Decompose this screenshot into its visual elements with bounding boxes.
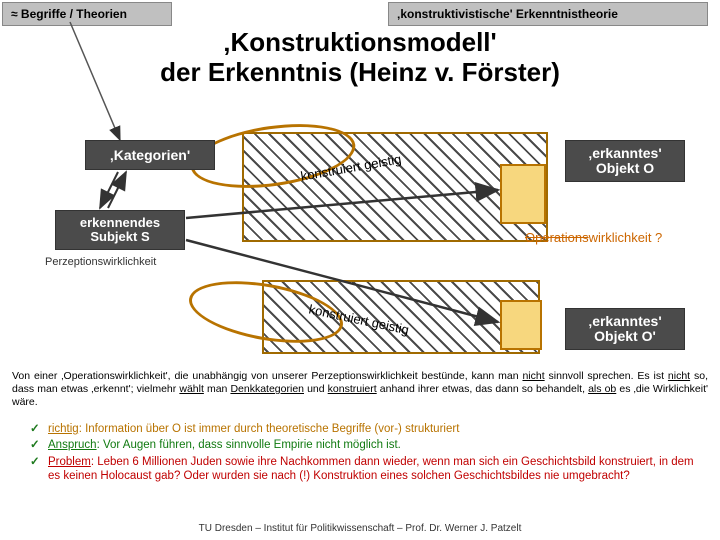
b2-rest: : Vor Augen führen, dass sinnvolle Empir… xyxy=(97,439,401,451)
node-subjekt: erkennendes Subjekt S xyxy=(55,210,185,250)
erkanntes1-l2: Objekt O xyxy=(596,161,654,176)
p-waehlt: wählt xyxy=(179,383,204,395)
p-t5: und xyxy=(304,383,328,395)
b3-rest: : Leben 6 Millionen Juden sowie ihre Nac… xyxy=(48,456,694,482)
b1-rest: : Information über O ist immer durch the… xyxy=(79,423,460,435)
bullet-row-2: ✓ Anspruch: Vor Augen führen, dass sinnv… xyxy=(30,438,702,452)
erkanntes2-l2: Objekt O' xyxy=(594,329,656,344)
check-icon: ✓ xyxy=(30,438,48,452)
node-erkanntes-upper: ‚erkanntes' Objekt O xyxy=(565,140,685,182)
check-icon: ✓ xyxy=(30,455,48,484)
b2-lead: Anspruch xyxy=(48,439,97,451)
ops-rest: wirklichkeit ? xyxy=(589,230,663,245)
bullet-row-1: ✓ richtig: Information über O ist immer … xyxy=(30,422,702,436)
p-t2: sinnvoll sprechen. Es ist xyxy=(545,370,668,382)
p-alsob: als ob xyxy=(588,383,616,395)
bullet-list: ✓ richtig: Information über O ist immer … xyxy=(30,422,702,486)
b3-lead: Problem xyxy=(48,456,91,468)
node-kategorien: ‚Kategorien' xyxy=(85,140,215,170)
erkanntes1-l1: ‚erkanntes' xyxy=(588,146,661,161)
p-nicht1: nicht xyxy=(522,370,544,382)
p-denkk: Denkkategorien xyxy=(230,383,304,395)
node-erkanntes-lower: ‚erkanntes' Objekt O' xyxy=(565,308,685,350)
subjekt-l2: Subjekt S xyxy=(90,230,149,244)
label-operationswirklichkeit: Operationswirklichkeit ? xyxy=(525,230,662,245)
erkanntes2-l1: ‚erkanntes' xyxy=(588,314,661,329)
check-icon: ✓ xyxy=(30,422,48,436)
p-t6: anhand ihrer etwas, das dann so behandel… xyxy=(377,383,588,395)
bullet-row-3: ✓ Problem: Leben 6 Millionen Juden sowie… xyxy=(30,455,702,484)
p-t4: man xyxy=(204,383,231,395)
slide-footer: TU Dresden – Institut für Politikwissens… xyxy=(0,523,720,534)
p-konstr: konstruiert xyxy=(328,383,377,395)
p-nicht2: nicht xyxy=(668,370,690,382)
subjekt-l1: erkennendes xyxy=(80,216,160,230)
b1-lead: richtig xyxy=(48,423,79,435)
label-perzeption: Perzeptionswirklichkeit xyxy=(45,256,195,268)
ops-strike: Operations xyxy=(525,230,589,245)
p-t1: Von einer ‚Operationswirklichkeit', die … xyxy=(12,370,522,382)
explanatory-paragraph: Von einer ‚Operationswirklichkeit', die … xyxy=(12,370,708,409)
